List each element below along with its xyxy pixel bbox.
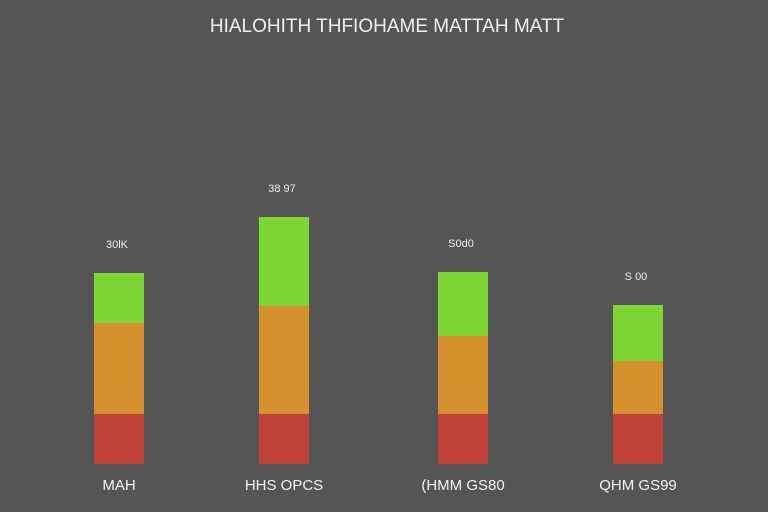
x-tick-label: MAH (102, 477, 135, 494)
bar-segment (613, 305, 663, 361)
bar-segment (613, 414, 663, 464)
bar-label: S 00 (625, 271, 648, 283)
bar-segment (259, 217, 309, 306)
bar-label: 30lK (106, 239, 129, 251)
x-tick-label: QHM GS99 (599, 477, 677, 494)
bar-segment (438, 272, 488, 336)
bar-segment (613, 361, 663, 414)
bar-segment (259, 306, 309, 414)
bar-segment (94, 323, 144, 414)
bar-segment (259, 414, 309, 464)
bar-label: 38 97 (268, 183, 296, 195)
chart-title: HIALOHITH THFIOHAME MATTAH MATT (210, 16, 565, 37)
bar-segment (438, 336, 488, 414)
bar-segment (94, 273, 144, 323)
bar-segment (94, 414, 144, 464)
bar-label: S0d0 (448, 238, 474, 250)
bar-segment (438, 414, 488, 464)
x-tick-label: (HMM GS80 (421, 477, 504, 494)
x-tick-label: HHS OPCS (245, 477, 323, 494)
